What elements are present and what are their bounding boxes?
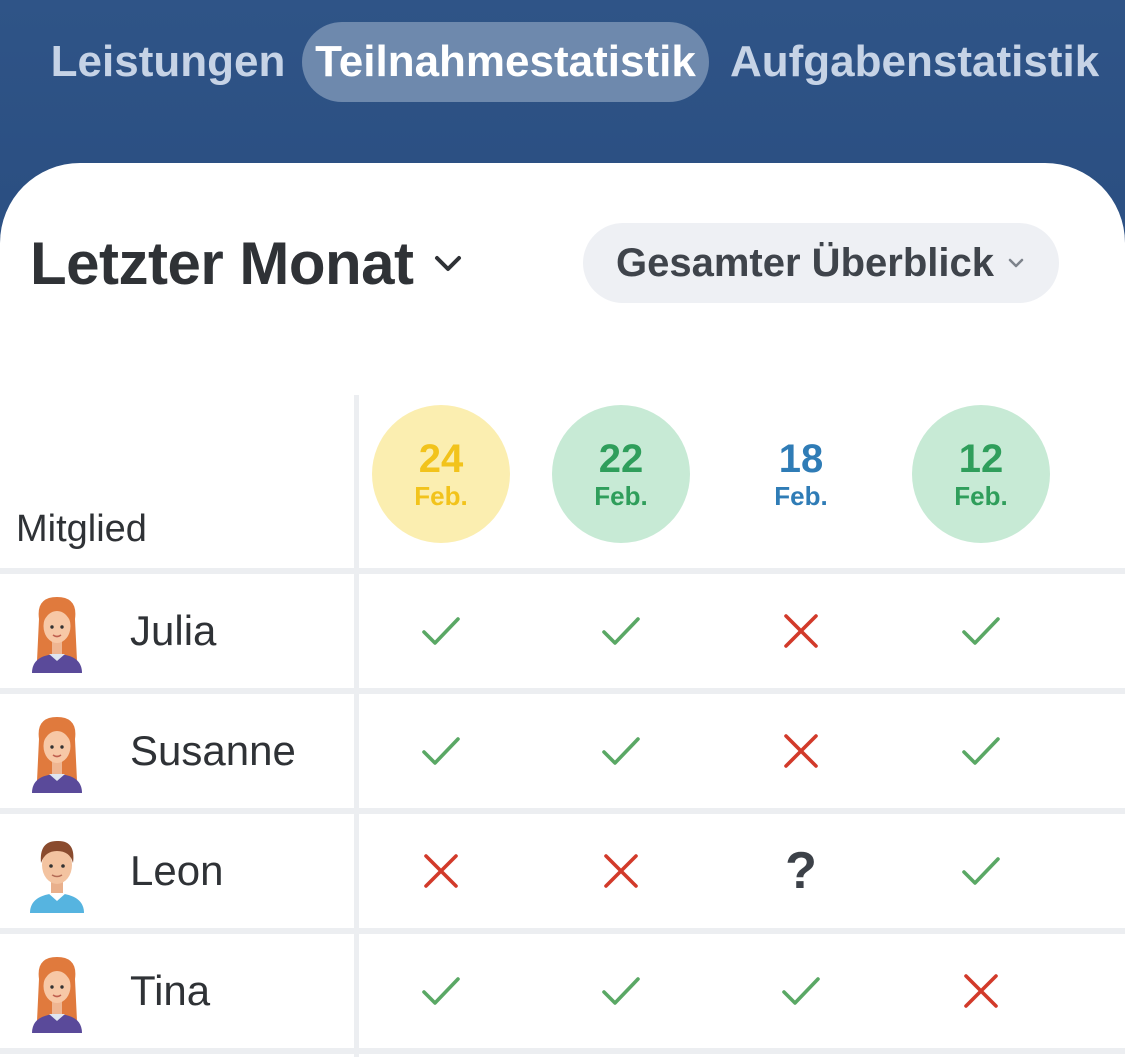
check-icon bbox=[421, 731, 461, 771]
check-icon bbox=[421, 971, 461, 1011]
female-avatar-icon bbox=[26, 709, 88, 793]
overview-label: Gesamter Überblick bbox=[616, 240, 994, 285]
date-column-header[interactable]: 18 Feb. bbox=[732, 405, 870, 543]
member-name: Susanne bbox=[130, 727, 296, 774]
check-icon bbox=[781, 971, 821, 1011]
table-row[interactable]: Tina bbox=[0, 934, 1125, 1048]
row-divider bbox=[0, 688, 1125, 694]
female-avatar-icon bbox=[26, 589, 88, 673]
date-month: Feb. bbox=[774, 481, 828, 511]
chevron-down-icon bbox=[434, 256, 461, 271]
member-name: Leon bbox=[130, 847, 224, 894]
member-name: Julia bbox=[130, 607, 217, 654]
female-avatar-icon bbox=[26, 949, 88, 1033]
tab-leistungen[interactable]: Leistungen bbox=[50, 37, 286, 86]
table-row[interactable]: Susanne bbox=[0, 694, 1125, 808]
date-month: Feb. bbox=[594, 481, 648, 511]
date-column-header[interactable]: 12 Feb. bbox=[912, 405, 1050, 543]
member-column-header: Mitglied bbox=[16, 508, 147, 550]
check-icon bbox=[421, 611, 461, 651]
table-row[interactable]: Leon? bbox=[0, 814, 1125, 928]
check-icon bbox=[601, 611, 641, 651]
cross-icon bbox=[781, 611, 821, 651]
unknown-status-mark: ? bbox=[785, 842, 817, 900]
date-day: 22 bbox=[598, 437, 644, 481]
check-icon bbox=[601, 731, 641, 771]
check-icon bbox=[961, 731, 1001, 771]
period-label: Letzter Monat bbox=[30, 229, 414, 297]
check-icon bbox=[601, 971, 641, 1011]
date-day: 18 bbox=[778, 437, 824, 481]
tab-teilnahmestatistik[interactable]: Teilnahmestatistik bbox=[302, 22, 709, 102]
date-day: 12 bbox=[958, 437, 1004, 481]
cross-icon bbox=[781, 731, 821, 771]
table-row[interactable]: Julia bbox=[0, 574, 1125, 688]
column-divider bbox=[354, 395, 359, 1057]
date-month: Feb. bbox=[954, 481, 1008, 511]
row-divider bbox=[0, 568, 1125, 574]
date-day: 24 bbox=[418, 437, 464, 481]
period-dropdown[interactable]: Letzter Monat bbox=[30, 223, 464, 303]
date-month: Feb. bbox=[414, 481, 468, 511]
cross-icon bbox=[601, 851, 641, 891]
male-avatar-icon bbox=[26, 829, 88, 913]
row-divider bbox=[0, 1048, 1125, 1054]
check-icon bbox=[961, 851, 1001, 891]
check-icon bbox=[961, 611, 1001, 651]
overview-dropdown[interactable]: Gesamter Überblick bbox=[583, 223, 1059, 303]
cross-icon bbox=[421, 851, 461, 891]
chevron-down-icon bbox=[1008, 258, 1024, 268]
row-divider bbox=[0, 928, 1125, 934]
date-column-header[interactable]: 22 Feb. bbox=[552, 405, 690, 543]
member-name: Tina bbox=[130, 967, 211, 1014]
tab-aufgabenstatistik[interactable]: Aufgabenstatistik bbox=[730, 37, 1100, 86]
cross-icon bbox=[961, 971, 1001, 1011]
date-column-header[interactable]: 24 Feb. bbox=[372, 405, 510, 543]
row-divider bbox=[0, 808, 1125, 814]
statistics-panel: Letzter Monat Gesamter Überblick Mitglie… bbox=[0, 163, 1125, 1057]
